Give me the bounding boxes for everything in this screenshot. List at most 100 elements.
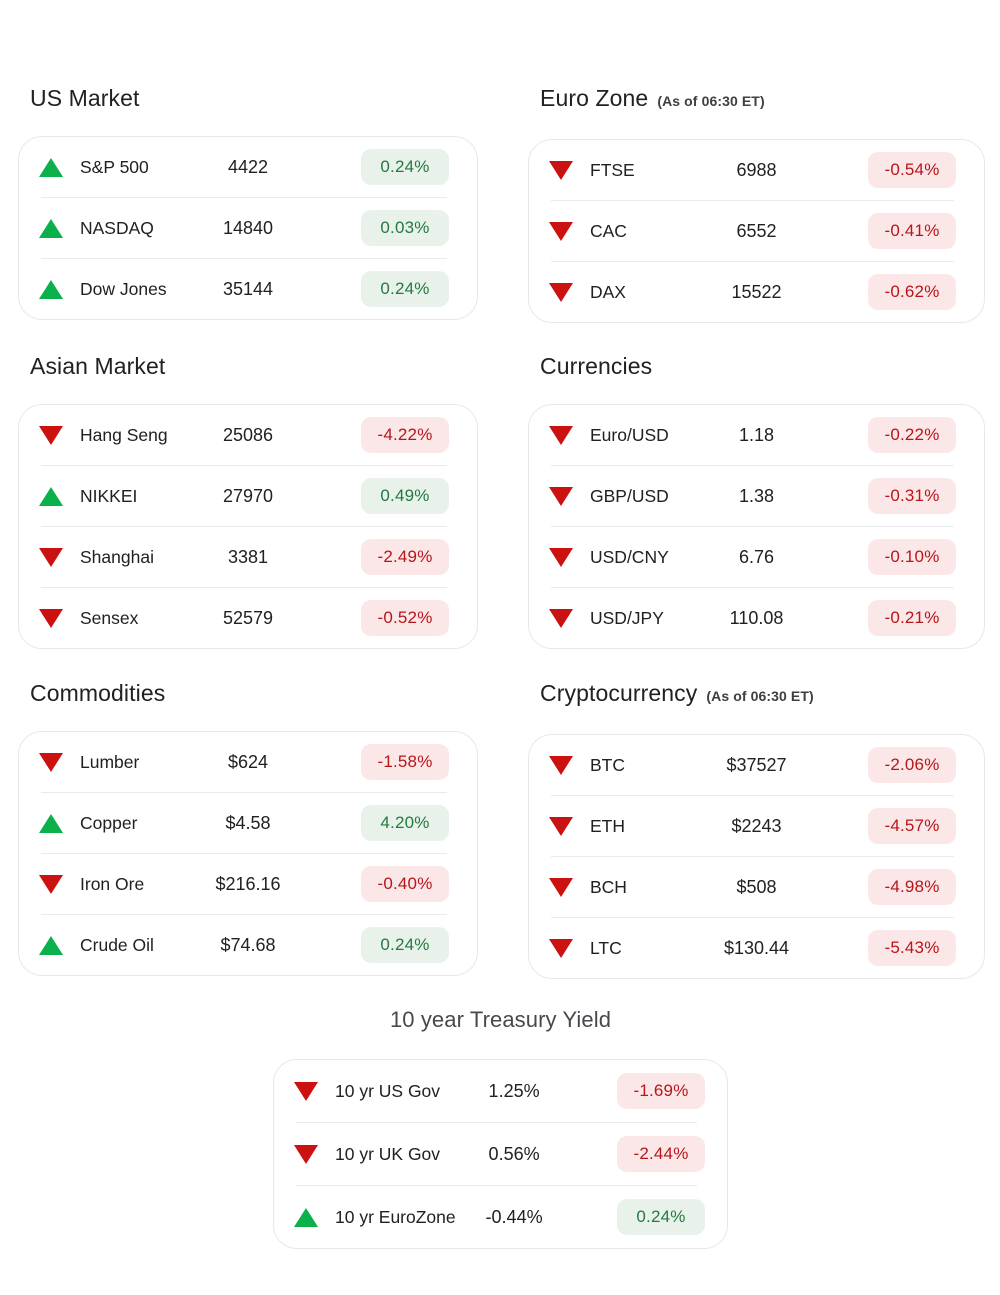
change-badge: -2.49% — [361, 539, 449, 575]
change-badge: -0.41% — [868, 213, 956, 249]
treasury-yield-title: 10 year Treasury Yield — [273, 1006, 728, 1034]
change-badge: 0.24% — [361, 271, 449, 307]
market-row: Sensex 52579 -0.52% — [19, 588, 477, 648]
down-triangle-icon — [39, 608, 63, 628]
change-badge: 4.20% — [361, 805, 449, 841]
change-badge: -2.06% — [868, 747, 956, 783]
market-row: NASDAQ 14840 0.03% — [19, 198, 477, 258]
row-divider — [41, 792, 447, 793]
market-row: FTSE 6988 -0.54% — [529, 140, 984, 200]
market-row: Crude Oil $74.68 0.24% — [19, 915, 477, 975]
down-triangle-icon — [549, 160, 573, 180]
instrument-label: CAC — [590, 220, 627, 241]
market-row: Lumber $624 -1.58% — [19, 732, 477, 792]
change-badge: -2.44% — [617, 1136, 705, 1172]
euro-zone-section: Euro Zone (As of 06:30 ET) FTSE 6988 -0.… — [528, 84, 985, 323]
change-badge: -4.57% — [868, 808, 956, 844]
instrument-label: Crude Oil — [80, 934, 154, 955]
market-row: 10 yr UK Gov 0.56% -2.44% — [274, 1123, 727, 1185]
down-triangle-icon — [39, 752, 63, 772]
us-market-title: US Market — [30, 84, 478, 112]
down-triangle-icon — [549, 221, 573, 241]
up-triangle-icon — [39, 935, 63, 955]
down-triangle-icon — [549, 608, 573, 628]
instrument-value: 110.08 — [729, 607, 784, 628]
up-triangle-icon — [39, 813, 63, 833]
row-divider — [551, 200, 954, 201]
down-triangle-icon — [549, 486, 573, 506]
row-divider — [551, 587, 954, 588]
row-divider — [41, 526, 447, 527]
market-row: S&P 500 4422 0.24% — [19, 137, 477, 197]
asian-market-card: Hang Seng 25086 -4.22% NIKKEI 27970 0.49… — [18, 404, 478, 649]
down-triangle-icon — [39, 425, 63, 445]
commodities-card: Lumber $624 -1.58% Copper $4.58 4.20% Ir… — [18, 731, 478, 976]
down-triangle-icon — [549, 877, 573, 897]
instrument-label: Shanghai — [80, 546, 154, 567]
instrument-value: 1.18 — [738, 424, 775, 445]
commodities-section: Commodities Lumber $624 -1.58% Copper $4… — [18, 679, 478, 976]
change-badge: -0.54% — [868, 152, 956, 188]
instrument-value: $74.68 — [220, 934, 276, 955]
change-badge: 0.24% — [617, 1199, 705, 1235]
down-triangle-icon — [294, 1081, 318, 1101]
row-divider — [296, 1185, 697, 1186]
market-row: 10 yr EuroZone -0.44% 0.24% — [274, 1186, 727, 1248]
section-title-text: Cryptocurrency — [540, 680, 698, 706]
change-badge: -0.10% — [868, 539, 956, 575]
section-title-text: Commodities — [30, 680, 166, 706]
instrument-value: $130.44 — [723, 937, 790, 958]
down-triangle-icon — [549, 938, 573, 958]
change-badge: -0.31% — [868, 478, 956, 514]
market-row: BCH $508 -4.98% — [529, 857, 984, 917]
row-divider — [41, 197, 447, 198]
row-divider — [551, 261, 954, 262]
down-triangle-icon — [294, 1144, 318, 1164]
us-market-section: US Market S&P 500 4422 0.24% NASDAQ 1484… — [18, 84, 478, 320]
instrument-label: Euro/USD — [590, 424, 669, 445]
change-badge: 0.24% — [361, 927, 449, 963]
instrument-label: ETH — [590, 815, 625, 836]
instrument-value: -0.44% — [485, 1206, 543, 1227]
up-triangle-icon — [39, 486, 63, 506]
instrument-label: USD/JPY — [590, 607, 664, 628]
market-row: LTC $130.44 -5.43% — [529, 918, 984, 978]
market-row: Hang Seng 25086 -4.22% — [19, 405, 477, 465]
down-triangle-icon — [549, 282, 573, 302]
section-title-text: US Market — [30, 85, 140, 111]
instrument-value: $2243 — [731, 815, 782, 836]
instrument-label: BTC — [590, 754, 625, 775]
row-divider — [41, 465, 447, 466]
row-divider — [41, 914, 447, 915]
change-badge: -1.58% — [361, 744, 449, 780]
down-triangle-icon — [549, 425, 573, 445]
instrument-value: 3381 — [227, 546, 269, 567]
instrument-value: 4422 — [227, 156, 269, 177]
row-divider — [296, 1122, 697, 1123]
row-divider — [551, 526, 954, 527]
market-row: Dow Jones 35144 0.24% — [19, 259, 477, 319]
asian-market-title: Asian Market — [30, 352, 478, 380]
row-divider — [41, 258, 447, 259]
instrument-value: 15522 — [731, 281, 782, 302]
market-row: ETH $2243 -4.57% — [529, 796, 984, 856]
section-title-text: Asian Market — [30, 353, 166, 379]
row-divider — [551, 917, 954, 918]
as-of-timestamp: (As of 06:30 ET) — [657, 93, 765, 109]
row-divider — [41, 587, 447, 588]
change-badge: -0.21% — [868, 600, 956, 636]
down-triangle-icon — [39, 874, 63, 894]
instrument-label: Copper — [80, 812, 138, 833]
instrument-label: 10 yr US Gov — [335, 1080, 441, 1101]
us-market-card: S&P 500 4422 0.24% NASDAQ 14840 0.03% Do… — [18, 136, 478, 320]
row-divider — [41, 853, 447, 854]
instrument-value: $624 — [227, 751, 269, 772]
section-title-text: Currencies — [540, 353, 653, 379]
cryptocurrency-title: Cryptocurrency (As of 06:30 ET) — [540, 679, 985, 710]
down-triangle-icon — [549, 816, 573, 836]
instrument-label: LTC — [590, 937, 622, 958]
change-badge: 0.49% — [361, 478, 449, 514]
change-badge: -5.43% — [868, 930, 956, 966]
instrument-label: Dow Jones — [80, 278, 167, 299]
down-triangle-icon — [39, 547, 63, 567]
